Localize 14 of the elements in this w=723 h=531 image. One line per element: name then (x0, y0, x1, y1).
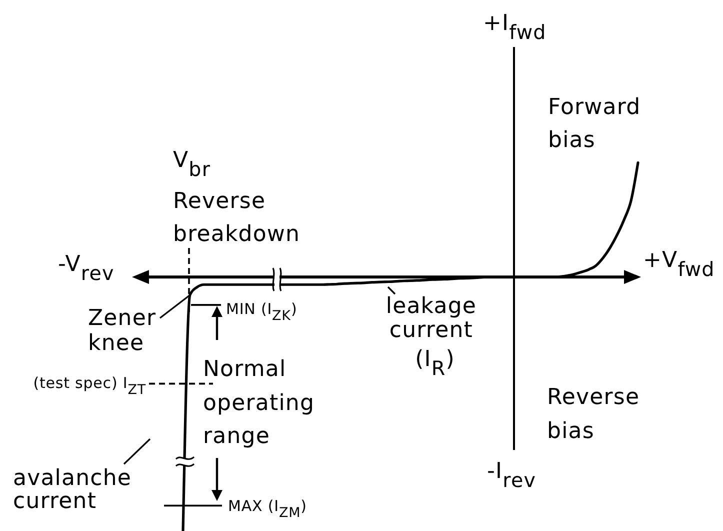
x-axis-title: +V$_{fwd}$ (643, 248, 715, 282)
text: avalanche current (13, 466, 132, 514)
annotation: Normal operating range (203, 357, 315, 449)
ref-line-label: MIN (I$_{ZK}$) (226, 300, 298, 324)
text: Zener knee (88, 306, 156, 356)
text: -V$_{rev}$ (58, 252, 114, 286)
ref-line-label: MAX (I$_{ZM}$) (228, 497, 307, 522)
text: Forward bias (548, 95, 641, 153)
text: +I$_{fwd}$ (483, 11, 546, 44)
annotation: leakage current (I$_{R}$) (386, 294, 477, 380)
annotation: -I$_{rev}$ (487, 459, 536, 492)
annotation: Reverse bias (547, 385, 640, 444)
text: V$_{br}$ Reverse breakdown (173, 148, 300, 247)
ref-line-label: (test spec) I$_{ZT}$ (33, 374, 146, 398)
